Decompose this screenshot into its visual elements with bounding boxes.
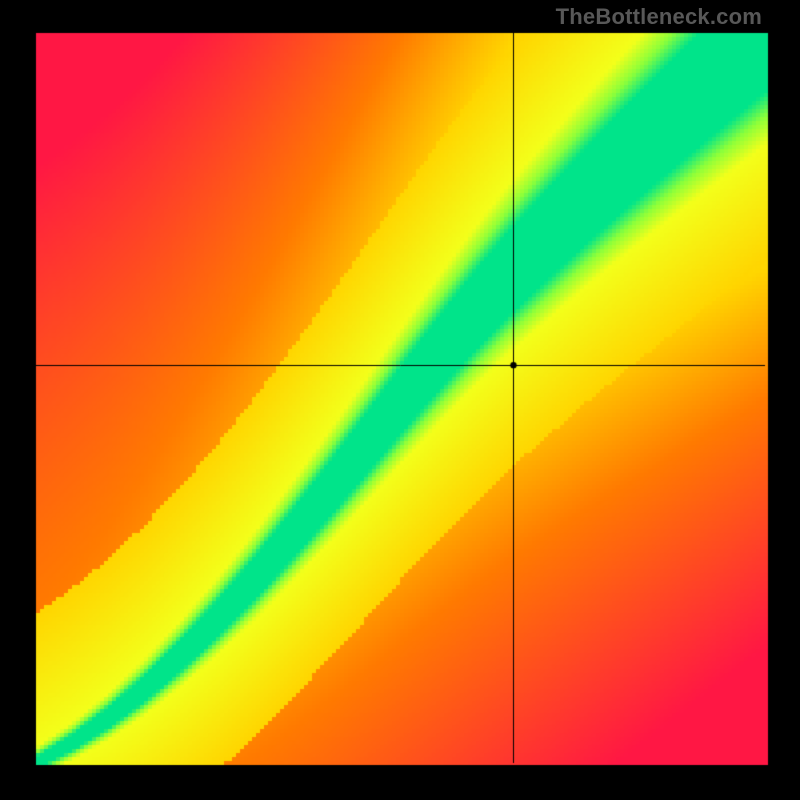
bottleneck-heatmap <box>0 0 800 800</box>
watermark-text: TheBottleneck.com <box>556 4 762 30</box>
